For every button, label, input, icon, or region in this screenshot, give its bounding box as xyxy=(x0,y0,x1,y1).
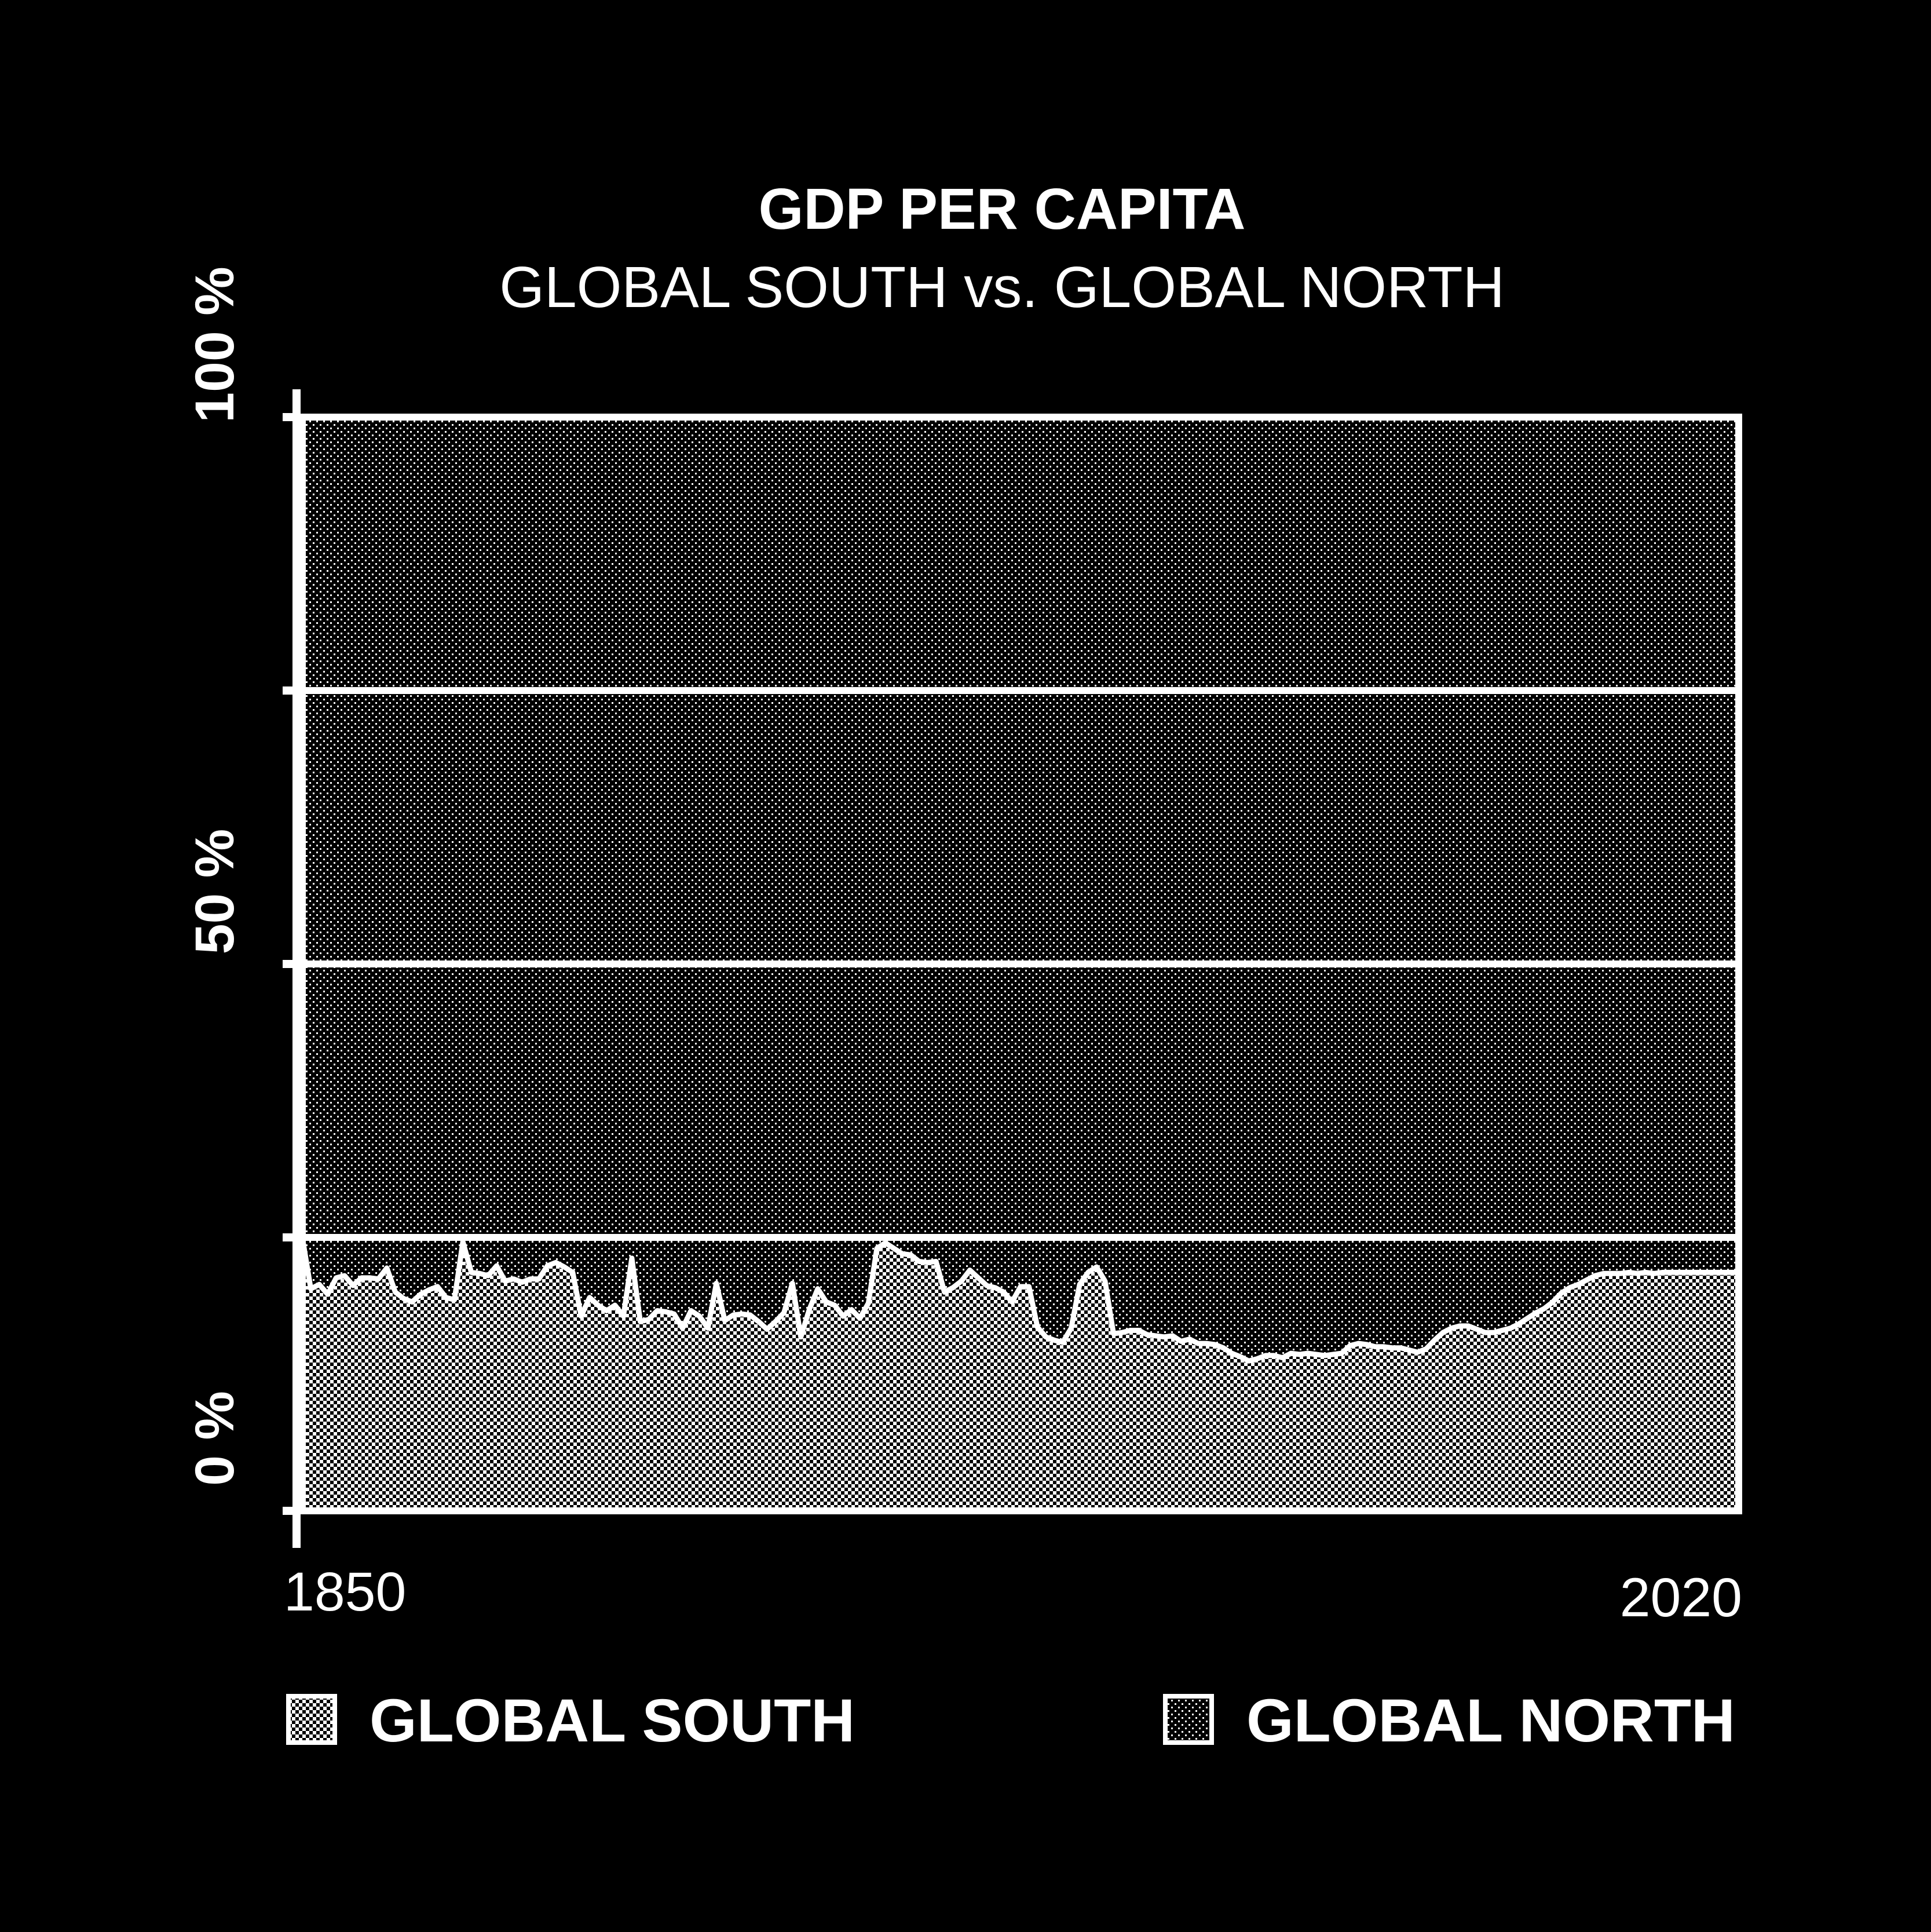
legend-swatch-global-north xyxy=(1163,1694,1214,1745)
y-tick-label-100: 100 % xyxy=(184,266,246,422)
y-axis: 0 % 50 % 100 % xyxy=(184,266,301,1548)
chart-subtitle: GLOBAL SOUTH vs. GLOBAL NORTH xyxy=(499,255,1505,320)
legend-swatch-global-south xyxy=(286,1694,337,1745)
y-tick-label-50: 50 % xyxy=(184,829,246,955)
y-tick-label-0: 0 % xyxy=(184,1391,246,1486)
legend-item-global-south: GLOBAL SOUTH xyxy=(286,1687,855,1755)
plot-area xyxy=(299,414,1742,1514)
chart-title: GDP PER CAPITA xyxy=(759,177,1246,242)
series-area-global-south xyxy=(302,1237,1739,1511)
series-boundary-line xyxy=(299,1237,1739,1364)
x-tick-label-start: 1850 xyxy=(284,1561,406,1623)
plot-frame xyxy=(299,414,1742,1514)
x-tick-label-end: 2020 xyxy=(1620,1567,1742,1628)
legend-label-global-south: GLOBAL SOUTH xyxy=(370,1687,855,1755)
legend-item-global-north: GLOBAL NORTH xyxy=(1163,1687,1735,1755)
legend: GLOBAL SOUTH GLOBAL NORTH xyxy=(286,1687,1735,1755)
legend-label-global-north: GLOBAL NORTH xyxy=(1246,1687,1735,1755)
